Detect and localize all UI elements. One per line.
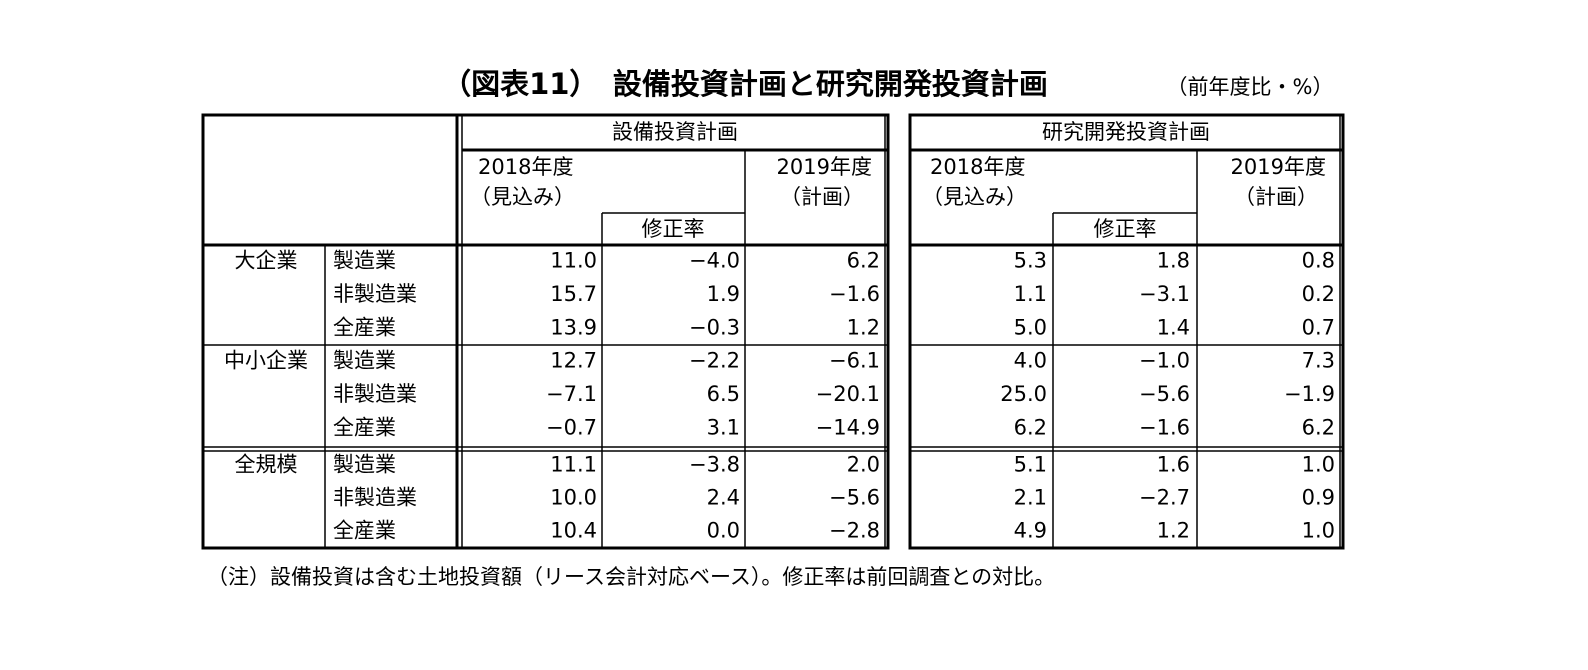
cell-value: 2.1 — [1014, 486, 1047, 510]
cell-value: 6.2 — [847, 249, 880, 273]
size-label: 全規模 — [235, 453, 298, 477]
cell-value: 6.5 — [707, 382, 740, 406]
cell-value: 10.0 — [550, 486, 597, 510]
size-label: 大企業 — [235, 249, 298, 273]
cell-value: 5.0 — [1014, 315, 1047, 339]
column-header: 修正率 — [1094, 217, 1157, 241]
cell-value: 2.0 — [847, 453, 880, 477]
cell-value: 25.0 — [1000, 382, 1047, 406]
left-frame — [201, 113, 890, 550]
cell-value: −4.0 — [689, 249, 740, 273]
cell-value: −5.6 — [1139, 382, 1190, 406]
industry-label: 非製造業 — [333, 282, 417, 306]
cell-value: −1.0 — [1139, 349, 1190, 373]
cell-value: 1.0 — [1302, 519, 1335, 543]
cell-value: −1.9 — [1284, 382, 1335, 406]
cell-value: −1.6 — [1139, 415, 1190, 439]
cell-value: −2.8 — [829, 519, 880, 543]
cell-value: 1.0 — [1302, 453, 1335, 477]
industry-label: 製造業 — [333, 349, 396, 373]
cell-value: 1.2 — [847, 315, 880, 339]
cell-value: −0.7 — [546, 415, 597, 439]
cell-value: 1.4 — [1157, 315, 1190, 339]
column-header: （計画） — [1234, 185, 1318, 209]
size-label: 中小企業 — [224, 349, 308, 373]
cell-value: 6.2 — [1014, 415, 1047, 439]
cell-value: −2.7 — [1139, 486, 1190, 510]
cell-value: −3.8 — [689, 453, 740, 477]
right-frame — [908, 113, 1345, 550]
cell-value: −20.1 — [816, 382, 880, 406]
column-header: （計画） — [780, 185, 864, 209]
industry-label: 全産業 — [333, 315, 396, 339]
cell-value: −5.6 — [829, 486, 880, 510]
cell-value: 2.4 — [707, 486, 740, 510]
cell-value: 1.1 — [1014, 282, 1047, 306]
cell-value: 0.8 — [1302, 249, 1335, 273]
column-header: 2018年度 — [478, 155, 573, 179]
cell-value: 0.9 — [1302, 486, 1335, 510]
cell-value: −3.1 — [1139, 282, 1190, 306]
cell-value: 4.0 — [1014, 349, 1047, 373]
cell-value: 1.6 — [1157, 453, 1190, 477]
cell-value: 0.2 — [1302, 282, 1335, 306]
column-header: 2018年度 — [930, 155, 1025, 179]
cell-value: −14.9 — [816, 415, 880, 439]
figure-title: （図表11） 設備投資計画と研究開発投資計画 — [442, 67, 1048, 101]
industry-label: 非製造業 — [333, 382, 417, 406]
cell-value: 4.9 — [1014, 519, 1047, 543]
cell-value: 3.1 — [707, 415, 740, 439]
cell-value: −0.3 — [689, 315, 740, 339]
column-header: （見込み） — [470, 185, 575, 209]
panel-title: 設備投資計画 — [612, 120, 738, 144]
industry-label: 非製造業 — [333, 486, 417, 510]
cell-value: 13.9 — [550, 315, 597, 339]
column-header: （見込み） — [922, 185, 1027, 209]
cell-value: −1.6 — [829, 282, 880, 306]
panel-title: 研究開発投資計画 — [1042, 120, 1210, 144]
cell-value: 1.8 — [1157, 249, 1190, 273]
cell-value: 5.3 — [1014, 249, 1047, 273]
footnote: （注）設備投資は含む土地投資額（リース会計対応ベース）。修正率は前回調査との対比… — [207, 565, 1055, 589]
cell-value: 1.2 — [1157, 519, 1190, 543]
grid-lines — [201, 113, 1345, 550]
cell-value: 10.4 — [550, 519, 597, 543]
cell-value: 5.1 — [1014, 453, 1047, 477]
unit-note: （前年度比・%） — [1167, 75, 1334, 99]
cell-value: 0.7 — [1302, 315, 1335, 339]
industry-label: 製造業 — [333, 453, 396, 477]
cell-value: 11.1 — [550, 453, 597, 477]
industry-label: 全産業 — [333, 519, 396, 543]
cell-value: 6.2 — [1302, 415, 1335, 439]
cell-value: 7.3 — [1302, 349, 1335, 373]
column-header: 修正率 — [642, 217, 705, 241]
column-header: 2019年度 — [1231, 155, 1326, 179]
column-header: 2019年度 — [777, 155, 872, 179]
industry-label: 製造業 — [333, 249, 396, 273]
cell-value: 15.7 — [550, 282, 597, 306]
cell-value: −6.1 — [829, 349, 880, 373]
cell-value: 1.9 — [707, 282, 740, 306]
cell-value: −7.1 — [546, 382, 597, 406]
cell-value: 12.7 — [550, 349, 597, 373]
cell-value: 11.0 — [550, 249, 597, 273]
industry-label: 全産業 — [333, 415, 396, 439]
cell-value: 0.0 — [707, 519, 740, 543]
cell-value: −2.2 — [689, 349, 740, 373]
